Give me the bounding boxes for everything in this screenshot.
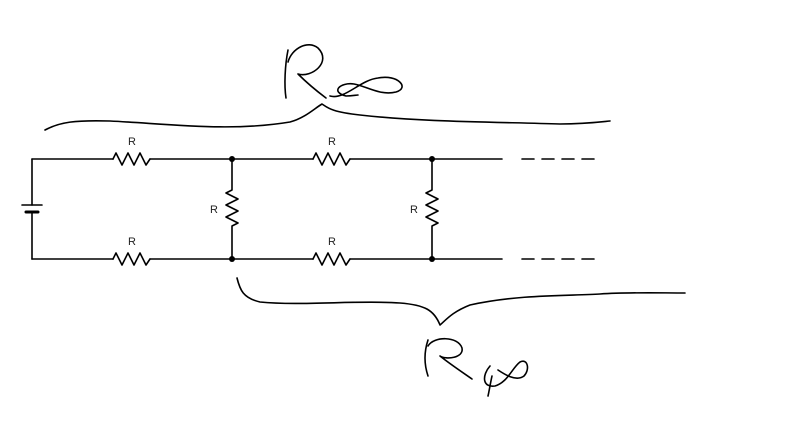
label-resistor-top-2: R [328, 136, 336, 148]
label-resistor-bottom-2: R [328, 236, 336, 248]
label-resistor-rung-2: R [410, 204, 418, 216]
resistor-top-2 [312, 152, 351, 166]
junction-node [429, 256, 435, 262]
resistor-top-1 [112, 152, 151, 166]
r-infinity-bottom-inf [483, 360, 529, 397]
junction-node [229, 256, 235, 262]
resistor-rung-1 [225, 158, 239, 260]
label-resistor-rung-1: R [210, 204, 218, 216]
brace-top [44, 103, 611, 131]
r-infinity-bottom-r-loop [427, 337, 473, 380]
brace-bottom [236, 277, 686, 326]
r-infinity-top-r-stem [284, 49, 289, 99]
label-resistor-top-1: R [128, 136, 136, 148]
r-infinity-bottom-r-stem [424, 339, 429, 377]
r-infinity-top-r-loop [287, 44, 327, 99]
junction-node [229, 156, 235, 162]
resistor-bottom-2 [312, 252, 351, 266]
resistor-bottom-1 [112, 252, 151, 266]
resistor-rung-2 [425, 158, 439, 260]
junction-node [429, 156, 435, 162]
label-resistor-bottom-1: R [128, 236, 136, 248]
r-infinity-top-inf [329, 76, 403, 98]
